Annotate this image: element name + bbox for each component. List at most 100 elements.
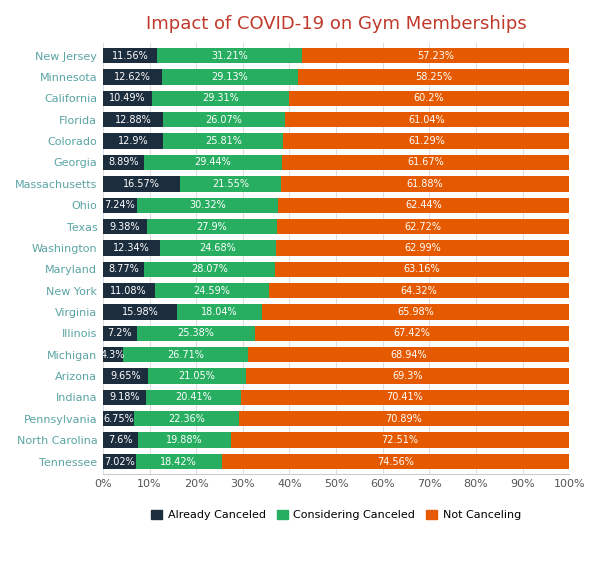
Bar xyxy=(134,411,239,426)
Text: 28.07%: 28.07% xyxy=(191,264,227,274)
Bar xyxy=(178,304,262,320)
Bar xyxy=(103,283,155,298)
Bar xyxy=(145,155,281,170)
Text: 11.56%: 11.56% xyxy=(112,51,148,60)
Text: 29.31%: 29.31% xyxy=(202,93,239,104)
Bar xyxy=(103,134,163,149)
Bar xyxy=(103,112,163,127)
Bar xyxy=(221,454,569,469)
Bar xyxy=(248,347,569,362)
Bar xyxy=(278,198,569,213)
Text: 29.44%: 29.44% xyxy=(194,157,232,168)
Text: 74.56%: 74.56% xyxy=(377,457,414,467)
Text: 72.51%: 72.51% xyxy=(382,435,419,445)
Bar xyxy=(269,283,569,298)
Text: 8.89%: 8.89% xyxy=(109,157,139,168)
Text: 8.77%: 8.77% xyxy=(108,264,139,274)
Bar xyxy=(137,325,255,341)
Text: 25.81%: 25.81% xyxy=(205,136,242,146)
Text: 60.2%: 60.2% xyxy=(413,93,444,104)
Text: 12.62%: 12.62% xyxy=(114,72,151,82)
Text: 29.13%: 29.13% xyxy=(211,72,248,82)
Bar xyxy=(160,240,275,256)
Bar xyxy=(231,433,569,448)
Text: 22.36%: 22.36% xyxy=(168,414,205,424)
Bar xyxy=(241,390,569,405)
Text: 61.67%: 61.67% xyxy=(407,157,444,168)
Bar xyxy=(103,219,146,234)
Bar xyxy=(103,347,123,362)
Text: 69.3%: 69.3% xyxy=(392,371,423,381)
Text: 24.68%: 24.68% xyxy=(200,243,236,253)
Bar xyxy=(180,176,281,192)
Text: 21.05%: 21.05% xyxy=(179,371,215,381)
Bar xyxy=(103,411,134,426)
Text: 6.75%: 6.75% xyxy=(103,414,134,424)
Text: 61.29%: 61.29% xyxy=(408,136,445,146)
Bar xyxy=(148,369,246,384)
Bar xyxy=(103,176,180,192)
Text: 7.02%: 7.02% xyxy=(104,457,134,467)
Text: 9.18%: 9.18% xyxy=(109,392,140,403)
Text: 62.44%: 62.44% xyxy=(405,200,442,210)
Bar xyxy=(103,48,157,63)
Legend: Already Canceled, Considering Canceled, Not Canceling: Already Canceled, Considering Canceled, … xyxy=(146,506,526,525)
Text: 62.99%: 62.99% xyxy=(404,243,441,253)
Bar xyxy=(162,69,298,85)
Bar xyxy=(103,262,144,277)
Text: 70.41%: 70.41% xyxy=(386,392,424,403)
Bar xyxy=(103,91,152,106)
Text: 21.55%: 21.55% xyxy=(212,179,249,189)
Bar xyxy=(239,411,569,426)
Text: 18.42%: 18.42% xyxy=(160,457,197,467)
Bar xyxy=(152,91,289,106)
Bar xyxy=(103,433,139,448)
Bar xyxy=(157,48,302,63)
Bar xyxy=(284,112,569,127)
Text: 16.57%: 16.57% xyxy=(123,179,160,189)
Text: 24.59%: 24.59% xyxy=(193,286,230,295)
Text: 15.98%: 15.98% xyxy=(122,307,158,317)
Bar xyxy=(137,198,278,213)
Text: 25.38%: 25.38% xyxy=(177,328,214,338)
Bar xyxy=(163,134,283,149)
Bar xyxy=(289,91,569,106)
Bar xyxy=(262,304,569,320)
Bar xyxy=(144,262,275,277)
Bar xyxy=(146,219,277,234)
Text: 57.23%: 57.23% xyxy=(417,51,454,60)
Text: 18.04%: 18.04% xyxy=(201,307,238,317)
Text: 26.71%: 26.71% xyxy=(167,350,203,360)
Text: 9.65%: 9.65% xyxy=(110,371,141,381)
Bar xyxy=(275,240,569,256)
Text: 12.9%: 12.9% xyxy=(118,136,148,146)
Bar xyxy=(163,112,284,127)
Bar xyxy=(123,347,248,362)
Text: 7.24%: 7.24% xyxy=(104,200,135,210)
Bar xyxy=(103,369,148,384)
Bar xyxy=(136,454,221,469)
Bar xyxy=(103,69,162,85)
Bar xyxy=(277,219,569,234)
Bar xyxy=(155,283,269,298)
Bar xyxy=(302,48,569,63)
Bar xyxy=(139,433,231,448)
Text: 65.98%: 65.98% xyxy=(397,307,434,317)
Text: 4.3%: 4.3% xyxy=(101,350,125,360)
Text: 67.42%: 67.42% xyxy=(394,328,430,338)
Text: 61.04%: 61.04% xyxy=(409,115,445,125)
Text: 12.34%: 12.34% xyxy=(113,243,150,253)
Text: 10.49%: 10.49% xyxy=(109,93,146,104)
Text: 62.72%: 62.72% xyxy=(404,222,442,232)
Text: 7.6%: 7.6% xyxy=(109,435,133,445)
Bar xyxy=(103,198,137,213)
Text: 70.89%: 70.89% xyxy=(386,414,422,424)
Bar xyxy=(103,240,160,256)
Text: 12.88%: 12.88% xyxy=(115,115,151,125)
Bar xyxy=(146,390,241,405)
Bar xyxy=(275,262,569,277)
Bar xyxy=(281,176,569,192)
Text: 11.08%: 11.08% xyxy=(110,286,147,295)
Bar xyxy=(103,155,145,170)
Bar xyxy=(283,134,569,149)
